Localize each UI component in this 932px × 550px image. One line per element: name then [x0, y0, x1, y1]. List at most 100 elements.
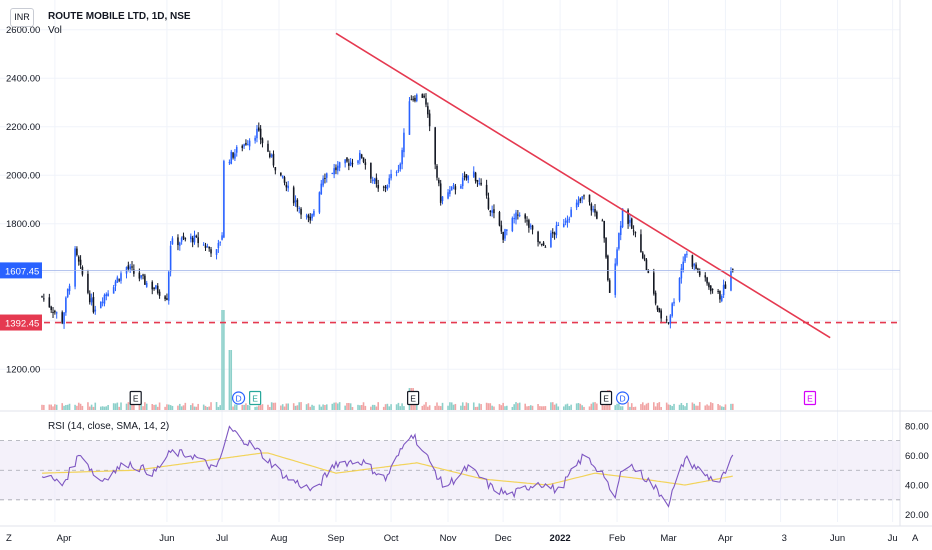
volume-bar	[395, 404, 398, 410]
event-marker-e[interactable]: E	[803, 390, 817, 406]
auto-scale-button[interactable]: A	[912, 533, 919, 544]
volume-bar	[691, 402, 694, 410]
candle-body	[428, 113, 431, 127]
volume-bar	[693, 403, 696, 410]
volume-bar	[568, 406, 571, 410]
current-price-tag[interactable]	[0, 262, 42, 279]
event-marker-e[interactable]: E	[249, 390, 262, 406]
zoom-corner-button[interactable]: Z	[6, 533, 12, 544]
event-badge[interactable]	[407, 390, 420, 406]
volume-bar	[74, 404, 76, 410]
candle-body	[344, 159, 346, 164]
volume-bar	[570, 404, 572, 410]
candle-body	[351, 163, 354, 165]
event-marker-e[interactable]: E	[407, 390, 420, 406]
volume-bar	[632, 406, 635, 410]
volume-bar	[450, 402, 453, 410]
candle-body	[412, 98, 414, 100]
event-letter: E	[807, 394, 813, 404]
volume-bar	[202, 404, 205, 410]
time-tick-label: Apr	[718, 533, 733, 544]
candle-body	[691, 255, 694, 267]
volume-bar	[287, 403, 289, 410]
volume-bar	[167, 404, 170, 410]
volume-bar	[63, 405, 65, 410]
candle-body	[52, 312, 54, 314]
event-marker-e[interactable]: E	[129, 390, 142, 406]
candle-body	[403, 132, 405, 153]
candle-body	[153, 287, 155, 289]
candle-body	[43, 298, 45, 300]
volume-bar	[294, 405, 297, 410]
candle-body	[145, 282, 148, 287]
trendline[interactable]	[335, 32, 831, 339]
candle-body	[557, 224, 560, 226]
symbol-title[interactable]: ROUTE MOBILE LTD, 1D, NSE	[48, 11, 191, 22]
volume-bar	[54, 404, 56, 410]
volume-bar	[309, 406, 312, 410]
rsi-line[interactable]	[41, 425, 734, 508]
volume-bar	[131, 402, 133, 410]
candle-body	[619, 225, 622, 235]
volume-bar	[129, 403, 131, 410]
volume-bar	[502, 402, 504, 410]
support-price-tag[interactable]	[0, 314, 42, 331]
volume-bar	[144, 402, 146, 410]
candle-body	[191, 237, 194, 243]
candle-body	[592, 209, 594, 211]
candle-body	[307, 215, 310, 218]
volume-bar	[673, 403, 675, 410]
candle-body	[232, 152, 234, 158]
volume-bar	[145, 403, 148, 410]
rsi-label[interactable]: RSI (14, close, SMA, 14, 2)	[48, 421, 170, 432]
volume-bar	[307, 403, 310, 410]
volume-bar	[592, 402, 594, 410]
event-badge[interactable]	[129, 390, 142, 406]
volume-bar	[116, 402, 119, 410]
candle-body	[695, 264, 697, 269]
candle-body	[180, 237, 183, 242]
candle-body	[202, 244, 205, 246]
volume-bar	[682, 405, 685, 410]
volume-bar	[48, 404, 51, 410]
volume-bar	[542, 406, 545, 410]
candle-body	[245, 142, 247, 145]
candle-body	[416, 94, 418, 101]
event-badge[interactable]	[615, 391, 630, 405]
candle-body	[274, 167, 277, 171]
volume-bar	[325, 404, 328, 410]
event-marker-d[interactable]: D	[231, 391, 246, 405]
event-badge[interactable]	[599, 390, 613, 406]
candle-body	[158, 291, 161, 296]
volume-bar	[386, 403, 389, 410]
event-badge[interactable]	[231, 391, 246, 405]
candle-body	[397, 169, 400, 171]
candle-body	[66, 289, 69, 297]
event-badge[interactable]	[249, 390, 262, 406]
candle-body	[544, 246, 547, 248]
event-badge[interactable]	[803, 390, 817, 406]
currency-tag[interactable]: INR	[10, 8, 34, 27]
candle-body	[171, 238, 174, 245]
volume-label[interactable]: Vol	[48, 25, 62, 36]
candle-body	[630, 218, 633, 229]
candle-body	[654, 292, 657, 304]
volume-bar	[232, 406, 234, 410]
volume-bar	[596, 403, 598, 410]
candle-body	[491, 210, 493, 213]
volume-bar	[274, 402, 277, 410]
volume-bar	[280, 405, 282, 410]
candle-body	[65, 297, 67, 313]
candle-body	[151, 281, 154, 290]
volume-bar	[697, 405, 699, 410]
event-marker-e[interactable]: E	[599, 390, 613, 406]
candle-body	[607, 255, 609, 281]
candle-body	[537, 231, 539, 243]
volume-bar	[346, 403, 348, 410]
event-marker-d[interactable]: D	[615, 391, 630, 405]
volume-bar	[722, 406, 725, 410]
candle-body	[449, 189, 451, 194]
candle-body	[204, 245, 207, 248]
